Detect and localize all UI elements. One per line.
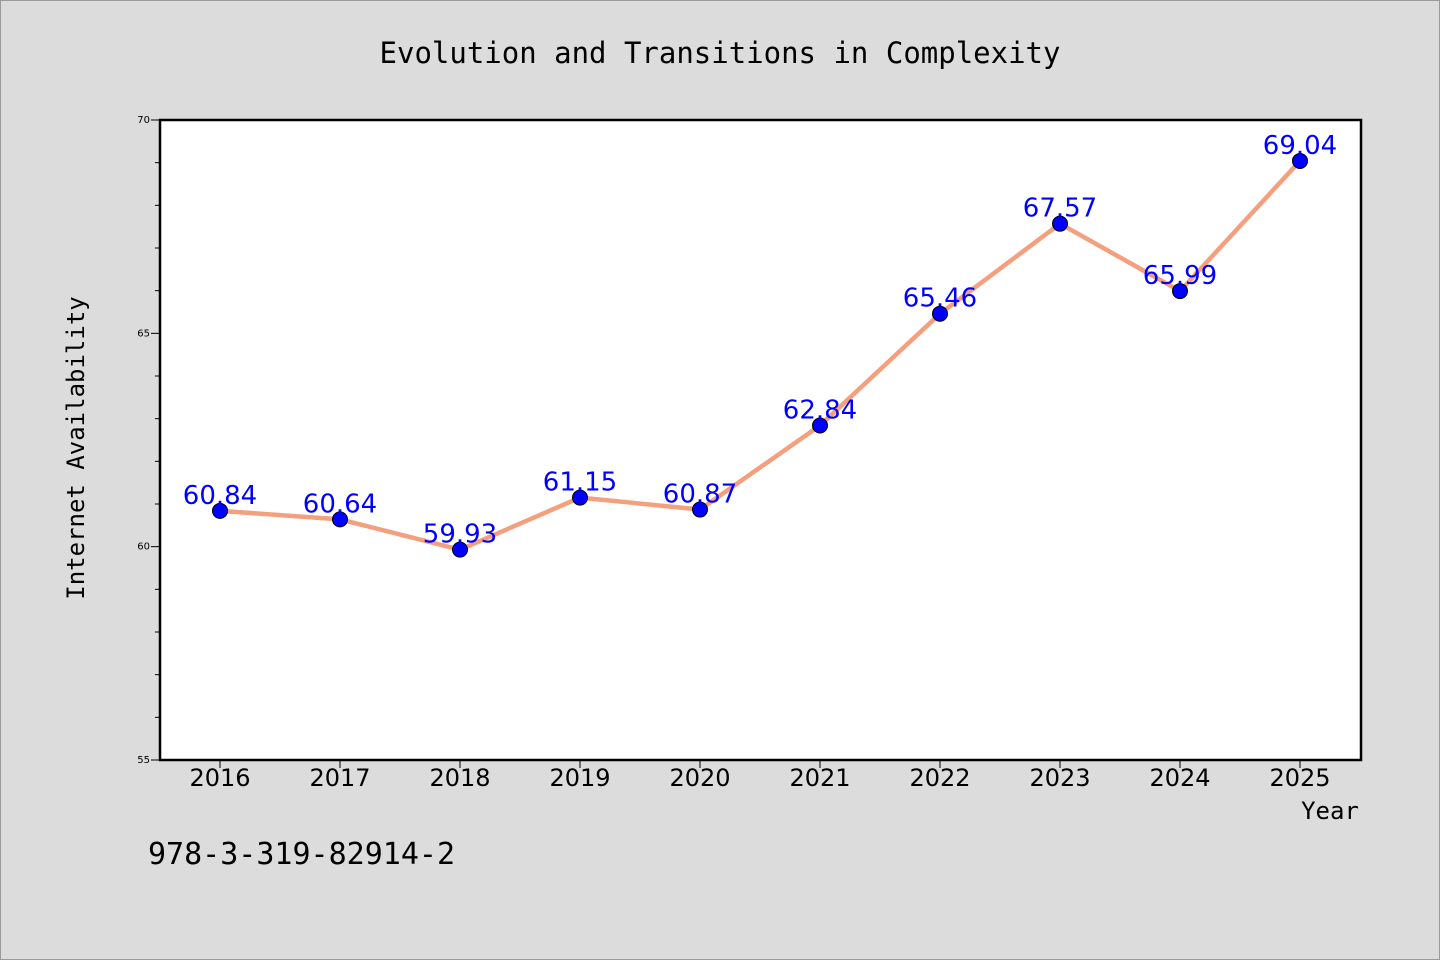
data-point xyxy=(1292,152,1308,169)
y-axis: 55 60 65 70 xyxy=(137,115,159,766)
y-axis-label: Internet Availability xyxy=(62,296,90,599)
data-point xyxy=(1172,283,1188,300)
chart-title: Evolution and Transitions in Complexity xyxy=(380,36,1061,70)
x-tick-label: 2022 xyxy=(909,764,970,792)
plot-area xyxy=(158,118,1363,762)
x-tick-label: 2023 xyxy=(1029,764,1090,792)
data-label: 67.57 xyxy=(1023,194,1097,224)
x-tick-label: 2019 xyxy=(549,764,610,792)
data-label: 60.87 xyxy=(663,480,737,510)
data-point xyxy=(572,489,588,506)
x-axis: 2016 2017 2018 2019 2020 2021 2022 2023 2024 2025 xyxy=(189,761,1331,792)
isbn-footer: 978-3-319-82914-2 xyxy=(148,837,455,872)
x-tick-label: 2018 xyxy=(429,764,490,792)
series-line-group xyxy=(217,158,1303,552)
data-point xyxy=(932,305,948,322)
marker-group xyxy=(212,152,1308,558)
x-tick-label: 2017 xyxy=(309,764,370,792)
data-label: 59.93 xyxy=(423,520,497,550)
y-tick-label: 55 xyxy=(137,755,150,766)
data-label: 65.99 xyxy=(1143,261,1217,291)
data-label-group: 60.84 60.64 59.93 61.15 60.87 62.84 65.46 67.57… xyxy=(183,131,1337,550)
data-point xyxy=(212,502,228,519)
data-point xyxy=(452,541,468,558)
y-tick-label: 70 xyxy=(137,115,150,126)
data-point xyxy=(692,501,708,518)
data-label: 69.04 xyxy=(1263,131,1337,161)
y-tick-label: 65 xyxy=(137,328,150,339)
x-axis-label: Year xyxy=(1301,797,1359,825)
data-point xyxy=(1052,215,1068,232)
data-point xyxy=(332,511,348,528)
data-label: 62.84 xyxy=(783,395,857,425)
y-tick-label: 60 xyxy=(137,542,150,553)
x-tick-label: 2025 xyxy=(1269,764,1330,792)
data-label: 60.64 xyxy=(303,489,377,519)
data-label: 61.15 xyxy=(543,468,617,498)
x-tick-label: 2024 xyxy=(1149,764,1210,792)
series-line xyxy=(217,158,1303,552)
x-tick-label: 2016 xyxy=(189,764,250,792)
x-tick-label: 2021 xyxy=(789,764,850,792)
data-label: 60.84 xyxy=(183,481,257,511)
data-label: 65.46 xyxy=(903,284,977,314)
x-tick-label: 2020 xyxy=(669,764,730,792)
data-point xyxy=(812,417,828,434)
